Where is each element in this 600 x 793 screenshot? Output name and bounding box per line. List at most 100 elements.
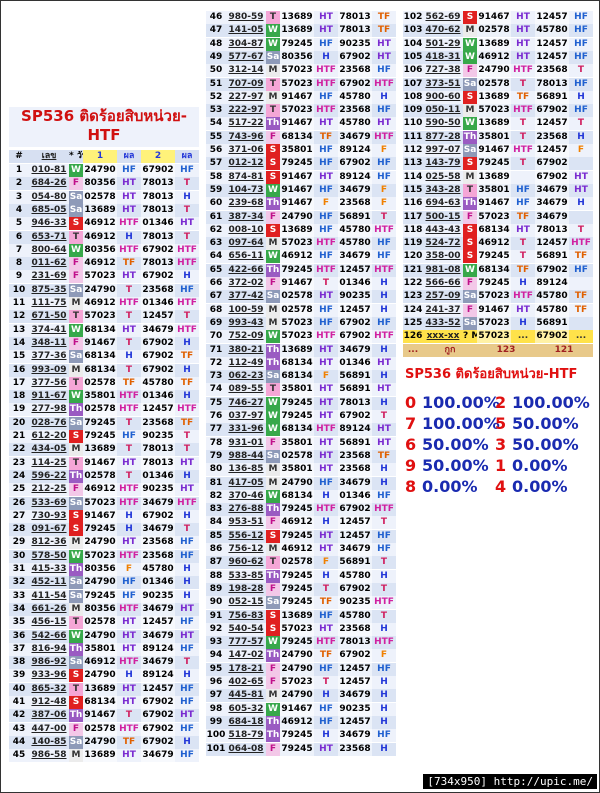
code: 348-11 — [31, 337, 67, 348]
number-1: 79245 — [280, 582, 314, 596]
day: Th — [69, 709, 83, 723]
code: 277-98 — [31, 404, 67, 415]
result-2: HF — [180, 550, 194, 561]
result-1: H — [322, 490, 330, 501]
table-row: 65 422-66 Th 79245 HTF 12457 HTF — [206, 263, 396, 277]
row-number: 67 — [209, 291, 223, 302]
summary-percent: 0.00% — [422, 477, 478, 496]
number-2: 67902 — [338, 316, 372, 330]
result-1: T — [125, 417, 133, 428]
row-number: 7 — [15, 244, 23, 255]
row-number: 19 — [12, 404, 26, 415]
result-2: T — [183, 444, 191, 455]
result-1: H — [519, 278, 527, 288]
day: Sa — [69, 576, 83, 590]
result-2: T — [577, 65, 585, 76]
table-row: 24 596-22 Th 02578 T 01346 H — [9, 469, 199, 483]
result-1: HF — [319, 251, 333, 262]
number-2: 90235 — [141, 430, 175, 443]
summary-digit: 3 — [495, 435, 507, 454]
table-row: 1 010-81 W 24790 HF 67902 HF — [9, 164, 199, 177]
result-2: T — [380, 610, 388, 621]
row-number: 52 — [209, 91, 223, 102]
table-row: 39 933-96 S 24790 H 89124 H — [9, 669, 199, 683]
number-2: 78013 — [338, 24, 372, 38]
number-1: 13689 — [477, 90, 511, 104]
number-2: 34679 — [141, 323, 175, 337]
number-1: 13689 — [83, 203, 117, 217]
result-2: H — [380, 677, 388, 687]
result-1: HTF — [513, 145, 533, 155]
row-number: 45 — [12, 750, 26, 761]
header-cell: * วัน — [69, 151, 83, 161]
table-row: 23 114-25 T 91467 HT 78013 HT — [9, 456, 199, 470]
table-row: 66 372-02 F 91467 T 01346 H — [206, 277, 396, 290]
number-1: 79245 — [280, 37, 314, 51]
day: F — [69, 270, 83, 284]
result-2: HF — [377, 530, 391, 541]
header-cell: # — [15, 151, 23, 161]
footer-cell: ... — [407, 344, 419, 355]
row-number: 94 — [209, 650, 223, 661]
number-1: 57023 — [477, 104, 511, 118]
day: Th — [266, 729, 280, 743]
number-1: 91467 — [477, 303, 511, 317]
number-1: 57023 — [83, 496, 117, 510]
code: 730-93 — [31, 510, 67, 521]
number-1: 57023 — [477, 316, 511, 330]
result-1: HF — [319, 477, 333, 488]
result-2: HF — [377, 65, 391, 76]
day: M — [266, 463, 280, 477]
result-1: T — [519, 118, 527, 129]
code: 025-58 — [425, 171, 461, 182]
code: 140-85 — [31, 736, 67, 747]
day: Th — [266, 197, 280, 211]
row-number: 35 — [12, 617, 26, 628]
number-2: 67902 — [141, 735, 175, 749]
day: Sa — [463, 144, 477, 157]
code: 091-67 — [31, 524, 67, 535]
row-number: 33 — [12, 590, 26, 601]
table-row: 113 143-79 S 79245 T 67902 — [403, 157, 593, 171]
day: Th — [266, 356, 280, 370]
row-number: 111 — [403, 131, 423, 142]
number-1: 91467 — [83, 336, 117, 350]
number-1: 79245 — [280, 157, 314, 171]
day: W — [463, 37, 477, 51]
row-number: 122 — [403, 278, 423, 288]
code: 986-92 — [31, 657, 67, 668]
number-1: 68134 — [83, 323, 117, 337]
number-2: 78013 — [535, 223, 569, 237]
table-row: 58 874-81 S 91467 HT 89124 HF — [206, 170, 396, 184]
table-row: 75 746-27 W 79245 HT 78013 H — [206, 396, 396, 410]
day: F — [69, 336, 83, 350]
number-1: 46912 — [477, 237, 511, 251]
code: 433-52 — [425, 317, 461, 328]
result-1: H — [125, 231, 133, 242]
result-1: H — [125, 510, 133, 521]
number-1: 46912 — [83, 656, 117, 670]
result-2: HTF — [177, 324, 197, 335]
result-1: HT — [516, 224, 530, 235]
code: 986-58 — [31, 750, 67, 761]
number-1: 35801 — [280, 144, 314, 157]
number-2: 45780 — [338, 569, 372, 583]
number-1: 02578 — [83, 403, 117, 417]
day: F — [266, 676, 280, 689]
table-row: 29 812-36 M 24790 HT 23568 HF — [9, 536, 199, 550]
row-number: 87 — [209, 557, 223, 568]
code: 239-68 — [228, 198, 264, 209]
table-row: 28 091-67 S 79245 H 34679 T — [9, 523, 199, 537]
number-1: 91467 — [280, 197, 314, 211]
table-row: 118 443-43 S 68134 HT 78013 T — [403, 223, 593, 237]
number-1: 79245 — [280, 636, 314, 650]
day: F — [266, 210, 280, 224]
row-number: 2 — [15, 178, 23, 189]
result-1: HT — [319, 291, 333, 302]
table-row: 87 960-62 T 02578 F 56891 T — [206, 556, 396, 570]
number-2: 34679 — [141, 749, 175, 763]
table-row: 7 800-64 W 80356 HTF 67902 HTF — [9, 243, 199, 257]
row-number: 51 — [209, 78, 223, 89]
row-number: 42 — [12, 710, 26, 721]
result-1: HTF — [119, 404, 139, 415]
